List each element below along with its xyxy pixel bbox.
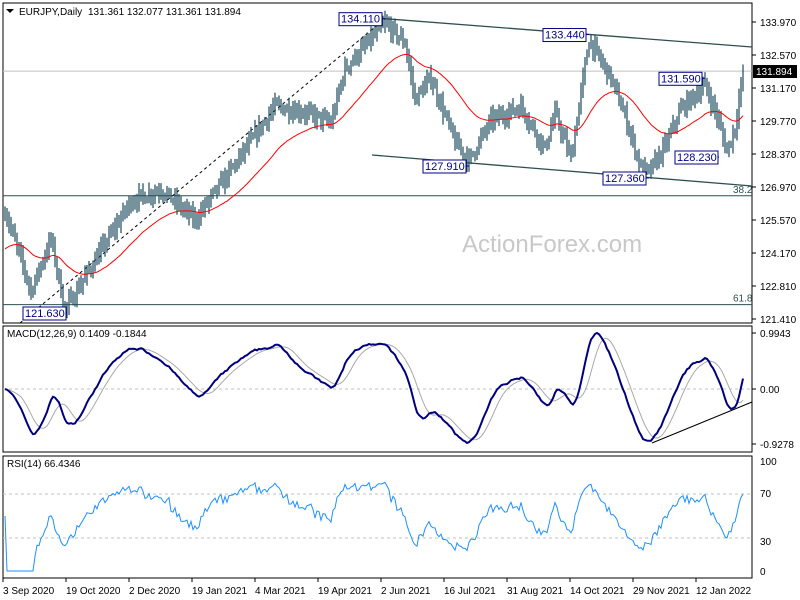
rsi-panel[interactable] <box>3 481 752 572</box>
collapse-triangle-icon[interactable] <box>6 9 14 13</box>
date-axis-label: 2 Jun 2021 <box>381 586 431 597</box>
macd-axis-label: -0.9278 <box>760 440 794 451</box>
price-axis-label: 133.970 <box>760 18 797 29</box>
price-axis-label: 125.570 <box>760 216 797 227</box>
macd-signal-line <box>4 337 744 441</box>
date-axis-label: 19 Jan 2021 <box>192 586 247 597</box>
swing-label-box <box>542 28 587 43</box>
macd-axis-label: 0.9943 <box>760 329 791 340</box>
date-axis-label: 3 Sep 2020 <box>3 586 55 597</box>
price-axis-label: 128.370 <box>760 150 797 161</box>
date-axis-label: 19 Apr 2021 <box>318 586 372 597</box>
date-axis-label: 29 Nov 2021 <box>633 586 690 597</box>
dashed-trendline <box>19 18 386 324</box>
rsi-title: RSI(14) 66.4346 <box>7 459 81 470</box>
date-axis-label: 12 Jan 2022 <box>696 586 751 597</box>
watermark: ActionForex.com <box>462 231 642 258</box>
swing-label: 128.230 <box>677 152 717 164</box>
price-axis-label: 122.810 <box>760 282 797 293</box>
rsi-axis-label: 70 <box>760 489 772 500</box>
current-price-tag <box>753 65 797 78</box>
price-axis-label: 121.410 <box>760 315 797 326</box>
date-axis-label: 2 Dec 2020 <box>129 586 181 597</box>
rsi-panel-frame <box>2 455 753 579</box>
price-axis-label: 124.170 <box>760 249 797 260</box>
rsi-axis-label: 100 <box>760 457 777 468</box>
swing-label: 121.630 <box>25 308 65 320</box>
swing-label: 127.910 <box>425 161 465 173</box>
date-axis-label: 19 Oct 2020 <box>66 586 121 597</box>
price-panel-frame <box>2 2 753 324</box>
rsi-axis-label: 30 <box>760 537 772 548</box>
current-price-label: 131.894 <box>756 67 793 78</box>
price-axis-label: 131.170 <box>760 84 797 95</box>
date-axis-label: 14 Oct 2021 <box>570 586 625 597</box>
price-axis-label: 132.570 <box>760 51 797 62</box>
macd-trendline <box>651 401 753 444</box>
date-axis-label: 31 Aug 2021 <box>507 586 564 597</box>
rsi-line <box>4 481 744 572</box>
price-panel[interactable]: 38.2 61.8 134.110 133.440 131.590 127.910 127.… <box>3 10 753 324</box>
macd-axis-label: 0.00 <box>760 385 780 396</box>
price-axis-label: 129.770 <box>760 117 797 128</box>
rsi-axis-label: 0 <box>760 567 766 578</box>
swing-label: 131.590 <box>661 73 701 85</box>
fib-level-label: 61.8 <box>733 294 753 305</box>
swing-label-box <box>422 159 467 174</box>
swing-label: 133.440 <box>545 30 585 42</box>
swing-label-box <box>674 150 719 165</box>
moving-average-line <box>4 53 744 275</box>
swing-label: 127.360 <box>605 173 645 185</box>
macd-line <box>4 331 744 445</box>
macd-title: MACD(12,26,9) 0.1409 -0.1844 <box>7 329 147 340</box>
date-axis-label: 4 Mar 2021 <box>255 586 306 597</box>
price-axis-label: 126.970 <box>760 183 797 194</box>
swing-label-box <box>22 306 67 321</box>
symbol-title: EURJPY,Daily <box>19 7 82 18</box>
swing-label-box <box>602 171 647 186</box>
swing-label: 134.110 <box>341 14 380 26</box>
ohlc-readout: 131.361 132.077 131.361 131.894 <box>88 7 241 18</box>
date-axis-label: 16 Jul 2021 <box>444 586 496 597</box>
fib-level-label: 38.2 <box>733 185 753 196</box>
swing-label-box <box>338 12 383 27</box>
macd-panel[interactable] <box>3 331 753 445</box>
swing-label-box <box>658 71 703 86</box>
